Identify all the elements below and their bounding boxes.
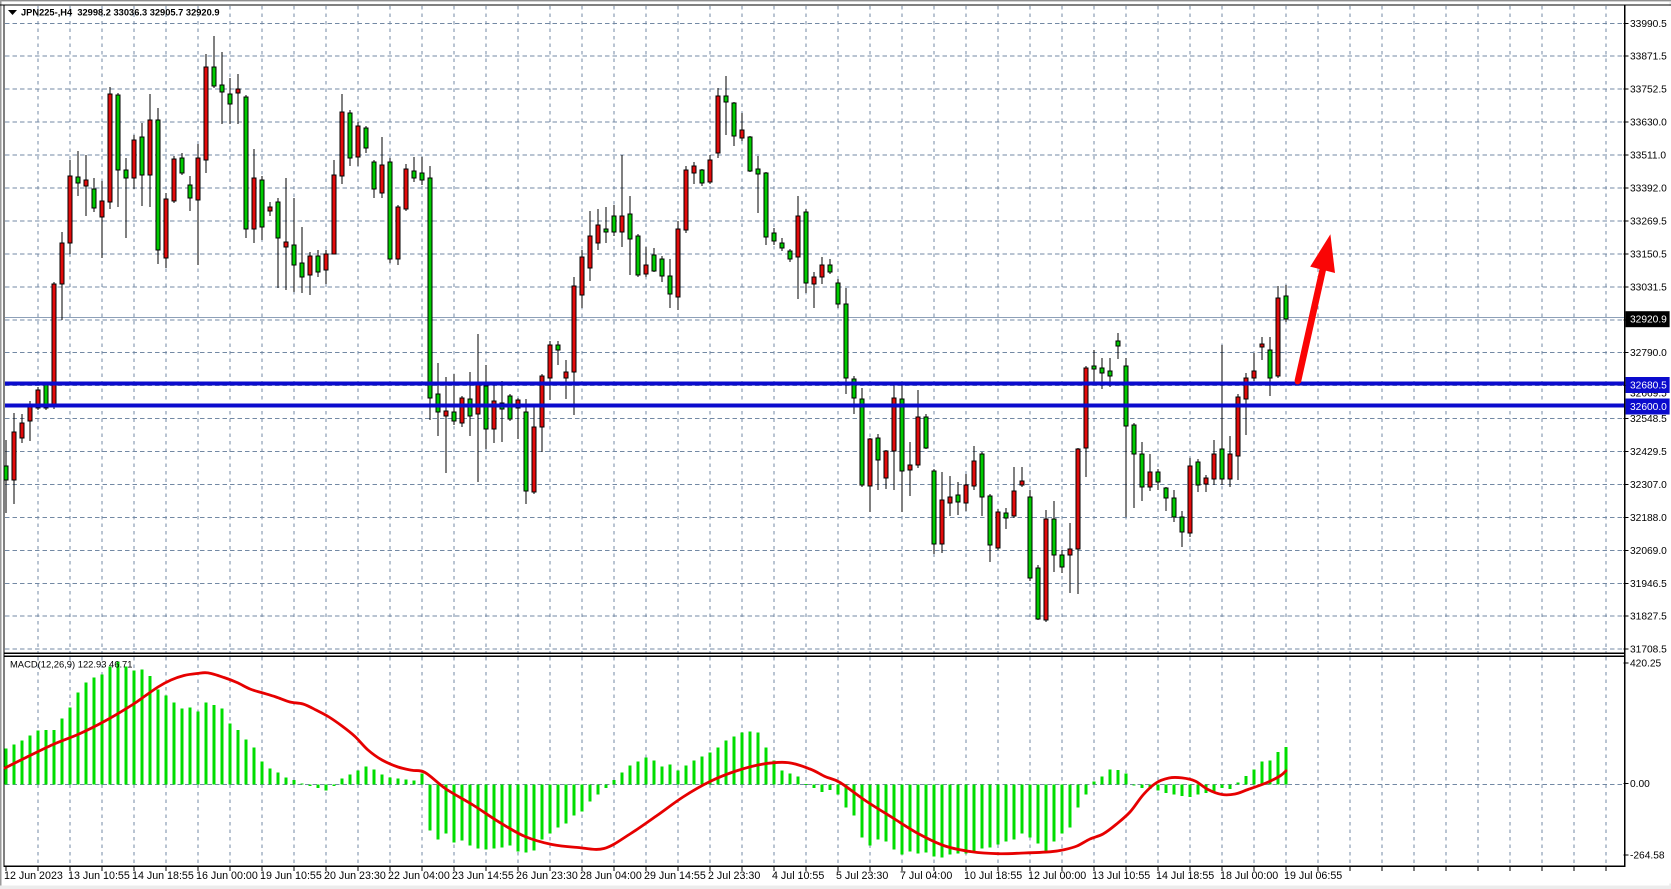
svg-text:33269.5: 33269.5: [1630, 216, 1667, 227]
svg-text:29 Jun 14:55: 29 Jun 14:55: [644, 870, 706, 882]
svg-text:420.25: 420.25: [1630, 659, 1661, 670]
svg-text:10 Jul 18:55: 10 Jul 18:55: [964, 870, 1022, 882]
svg-text:32188.0: 32188.0: [1630, 513, 1667, 524]
svg-text:33511.0: 33511.0: [1630, 151, 1666, 162]
svg-text:32069.0: 32069.0: [1630, 546, 1667, 557]
svg-text:31708.5: 31708.5: [1630, 645, 1667, 656]
svg-text:19 Jul 06:55: 19 Jul 06:55: [1284, 870, 1342, 882]
svg-text:26 Jun 23:30: 26 Jun 23:30: [516, 870, 578, 882]
svg-text:0.00: 0.00: [1630, 779, 1650, 790]
svg-text:12 Jul 00:00: 12 Jul 00:00: [1028, 870, 1086, 882]
svg-text:33630.0: 33630.0: [1630, 118, 1667, 129]
svg-text:32548.5: 32548.5: [1630, 414, 1667, 425]
svg-text:-264.58: -264.58: [1630, 851, 1665, 862]
svg-text:33392.0: 33392.0: [1630, 184, 1667, 195]
svg-text:MACD(12,26,9) 122.93 46.71: MACD(12,26,9) 122.93 46.71: [10, 659, 132, 670]
svg-text:23 Jun 14:55: 23 Jun 14:55: [452, 870, 514, 882]
svg-text:19 Jun 10:55: 19 Jun 10:55: [260, 870, 322, 882]
svg-text:33031.5: 33031.5: [1630, 282, 1667, 293]
svg-text:32669.5: 32669.5: [1630, 389, 1667, 400]
svg-text:33990.5: 33990.5: [1630, 19, 1667, 30]
svg-text:2 Jul 23:30: 2 Jul 23:30: [708, 870, 760, 882]
svg-text:33150.5: 33150.5: [1630, 249, 1667, 260]
svg-text:32429.5: 32429.5: [1630, 447, 1667, 458]
svg-text:13 Jun 10:55: 13 Jun 10:55: [68, 870, 130, 882]
svg-text:5 Jul 23:30: 5 Jul 23:30: [836, 870, 888, 882]
svg-text:31946.5: 31946.5: [1630, 579, 1667, 590]
svg-text:13 Jul 10:55: 13 Jul 10:55: [1092, 870, 1150, 882]
svg-text:28 Jun 04:00: 28 Jun 04:00: [580, 870, 642, 882]
svg-text:20 Jun 23:30: 20 Jun 23:30: [324, 870, 386, 882]
svg-text:14 Jun 18:55: 14 Jun 18:55: [132, 870, 194, 882]
svg-text:14 Jul 18:55: 14 Jul 18:55: [1156, 870, 1214, 882]
svg-text:18 Jul 00:00: 18 Jul 00:00: [1220, 870, 1278, 882]
svg-text:32600.0: 32600.0: [1630, 402, 1667, 413]
svg-text:12 Jun 2023: 12 Jun 2023: [4, 870, 63, 882]
svg-text:32920.9: 32920.9: [1630, 315, 1667, 326]
svg-text:33752.5: 33752.5: [1630, 85, 1667, 96]
svg-text:31827.5: 31827.5: [1630, 612, 1667, 623]
svg-text:32680.5: 32680.5: [1630, 381, 1667, 392]
svg-text:7 Jul 04:00: 7 Jul 04:00: [900, 870, 952, 882]
svg-text:4 Jul 10:55: 4 Jul 10:55: [772, 870, 824, 882]
svg-text:33871.5: 33871.5: [1630, 52, 1667, 63]
svg-text:32307.0: 32307.0: [1630, 480, 1667, 491]
svg-text:JPN225-,H4 32998.2 33036.3 32: JPN225-,H4 32998.2 33036.3 32905.7 32920…: [21, 8, 220, 18]
svg-text:16 Jun 00:00: 16 Jun 00:00: [196, 870, 258, 882]
svg-text:22 Jun 04:00: 22 Jun 04:00: [388, 870, 450, 882]
svg-text:32790.0: 32790.0: [1630, 348, 1667, 359]
